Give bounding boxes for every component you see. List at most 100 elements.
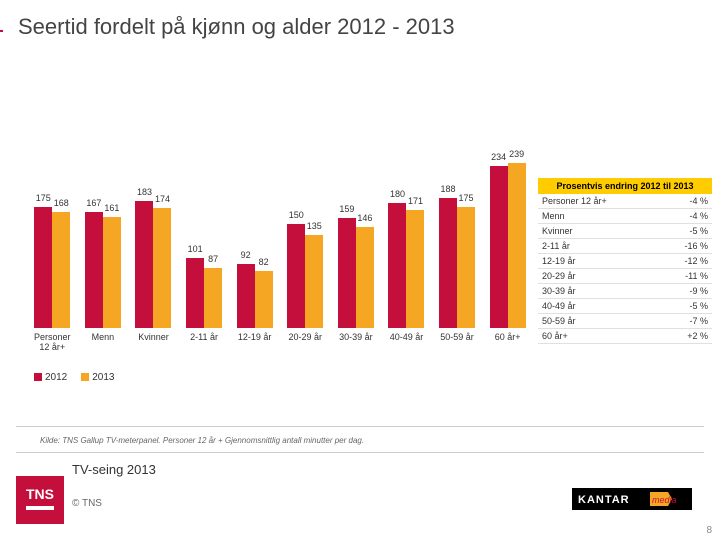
- bar: 175: [457, 207, 475, 328]
- table-cell: +2 %: [659, 329, 712, 344]
- table-cell: -4 %: [659, 194, 712, 209]
- divider: [16, 452, 704, 453]
- svg-text:TNS: TNS: [26, 486, 54, 502]
- table-row: 20-29 år-11 %: [538, 269, 712, 284]
- table-cell: 2-11 år: [538, 239, 659, 254]
- page-number: 8: [706, 525, 712, 536]
- bar: 92: [237, 264, 255, 328]
- table-row: 30-39 år-9 %: [538, 284, 712, 299]
- table-cell: -12 %: [659, 254, 712, 269]
- bar-value: 168: [52, 198, 70, 208]
- bar: 150: [287, 224, 305, 328]
- bar-value: 171: [406, 196, 424, 206]
- legend-item: 2012: [34, 372, 67, 383]
- bar-group: 167161: [81, 212, 126, 328]
- table-cell: 12-19 år: [538, 254, 659, 269]
- bar-group: 9282: [232, 264, 277, 328]
- bar-value: 175: [34, 193, 52, 203]
- bar-value: 188: [439, 184, 457, 194]
- bar-value: 146: [356, 213, 374, 223]
- category-label: 60 år+: [485, 332, 530, 352]
- table-cell: Kvinner: [538, 224, 659, 239]
- table-cell: -4 %: [659, 209, 712, 224]
- table-row: Kvinner-5 %: [538, 224, 712, 239]
- category-label: 40-49 år: [384, 332, 429, 352]
- bar-value: 82: [255, 257, 273, 267]
- category-label: 30-39 år: [334, 332, 379, 352]
- table-cell: 60 år+: [538, 329, 659, 344]
- bar-value: 175: [457, 193, 475, 203]
- table-header: Prosentvis endring 2012 til 2013: [538, 178, 712, 194]
- bar-value: 92: [237, 250, 255, 260]
- table-cell: Menn: [538, 209, 659, 224]
- bar: 175: [34, 207, 52, 328]
- copyright: © TNS: [72, 498, 102, 509]
- footer-title: TV-seing 2013: [72, 462, 156, 477]
- bar: 161: [103, 217, 121, 328]
- bar-value: 183: [135, 187, 153, 197]
- table-row: 60 år++2 %: [538, 329, 712, 344]
- category-label: 12-19 år: [232, 332, 277, 352]
- tns-logo: TNS: [16, 476, 64, 529]
- bar-value: 101: [186, 244, 204, 254]
- bar: 87: [204, 268, 222, 328]
- table-cell: 20-29 år: [538, 269, 659, 284]
- bar-group: 175168: [30, 207, 75, 328]
- bar-value: 167: [85, 198, 103, 208]
- bar: 168: [52, 212, 70, 328]
- table-cell: 30-39 år: [538, 284, 659, 299]
- bar-value: 161: [103, 203, 121, 213]
- bar-group: 150135: [283, 224, 328, 328]
- bar: 188: [439, 198, 457, 328]
- bar-value: 159: [338, 204, 356, 214]
- table-cell: -11 %: [659, 269, 712, 284]
- bar: 239: [508, 163, 526, 328]
- table-row: Personer 12 år+-4 %: [538, 194, 712, 209]
- table-row: 40-49 år-5 %: [538, 299, 712, 314]
- table-row: 2-11 år-16 %: [538, 239, 712, 254]
- bar: 159: [338, 218, 356, 328]
- category-label: 2-11 år: [182, 332, 227, 352]
- table-row: 12-19 år-12 %: [538, 254, 712, 269]
- table-row: 50-59 år-7 %: [538, 314, 712, 329]
- legend-swatch: [81, 373, 89, 381]
- page-title: Seertid fordelt på kjønn og alder 2012 -…: [0, 0, 720, 44]
- bar-value: 234: [490, 152, 508, 162]
- category-label: Menn: [81, 332, 126, 352]
- legend-item: 2013: [81, 372, 114, 383]
- bar-value: 174: [153, 194, 171, 204]
- bar-group: 159146: [334, 218, 379, 328]
- bar: 171: [406, 210, 424, 328]
- svg-text:KANTAR: KANTAR: [578, 494, 630, 506]
- bar-value: 135: [305, 221, 323, 231]
- table-cell: 40-49 år: [538, 299, 659, 314]
- bar: 180: [388, 203, 406, 328]
- bar-group: 234239: [485, 163, 530, 328]
- table-cell: Personer 12 år+: [538, 194, 659, 209]
- category-label: 20-29 år: [283, 332, 328, 352]
- legend-swatch: [34, 373, 42, 381]
- table-cell: -5 %: [659, 299, 712, 314]
- bar-group: 188175: [435, 198, 480, 328]
- table-cell: -5 %: [659, 224, 712, 239]
- category-label: 50-59 år: [435, 332, 480, 352]
- bar-value: 180: [388, 189, 406, 199]
- legend: 2012 2013: [30, 372, 530, 383]
- category-label: Kvinner: [131, 332, 176, 352]
- bar-group: 183174: [131, 201, 176, 328]
- kantar-logo: KANTARmedia: [572, 488, 692, 515]
- divider: [16, 426, 704, 427]
- bar-value: 150: [287, 210, 305, 220]
- bar-chart: 1751681671611831741018792821501351591461…: [30, 148, 530, 370]
- table-row: Menn-4 %: [538, 209, 712, 224]
- bar: 101: [186, 258, 204, 328]
- table-cell: -16 %: [659, 239, 712, 254]
- bar-group: 180171: [384, 203, 429, 328]
- bar: 174: [153, 208, 171, 328]
- bar-value: 239: [508, 149, 526, 159]
- accent-bar: [0, 30, 3, 32]
- bar: 234: [490, 166, 508, 328]
- change-table: Prosentvis endring 2012 til 2013 Persone…: [538, 178, 712, 344]
- bar-value: 87: [204, 254, 222, 264]
- category-label: Personer 12 år+: [30, 332, 75, 352]
